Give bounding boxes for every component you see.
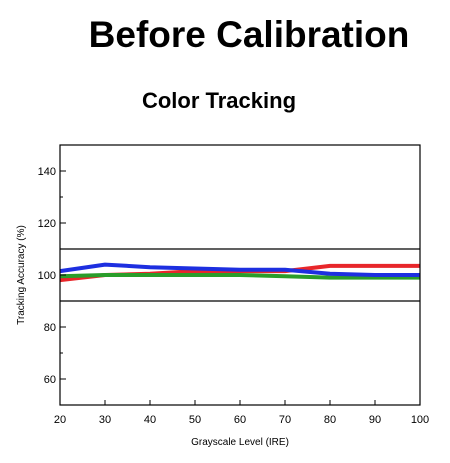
y-tick-label: 80 bbox=[44, 322, 56, 334]
x-tick-label: 100 bbox=[411, 414, 429, 426]
x-tick-label: 90 bbox=[369, 414, 381, 426]
y-tick-label: 60 bbox=[44, 374, 56, 386]
series-line-2 bbox=[59, 273, 420, 280]
chart-title: Before Calibration bbox=[88, 14, 410, 55]
y-tick-label: 140 bbox=[38, 166, 56, 178]
x-tick-label: 80 bbox=[324, 414, 336, 426]
x-tick-label: 40 bbox=[144, 414, 156, 426]
x-tick-label: 30 bbox=[99, 414, 111, 426]
y-tick-label: 120 bbox=[38, 218, 56, 230]
y-tick-label: 100 bbox=[38, 270, 56, 282]
chart-subtitle: Color Tracking bbox=[141, 88, 297, 113]
x-tick-label: 50 bbox=[189, 414, 201, 426]
x-tick-label: 70 bbox=[279, 414, 291, 426]
x-tick-label: 20 bbox=[54, 414, 66, 426]
y-axis-label: Tracking Accuracy (%) bbox=[16, 225, 27, 325]
x-tick-label: 60 bbox=[234, 414, 246, 426]
x-axis-label: Grayscale Level (IRE) bbox=[191, 437, 289, 448]
series-line-3 bbox=[59, 262, 420, 277]
